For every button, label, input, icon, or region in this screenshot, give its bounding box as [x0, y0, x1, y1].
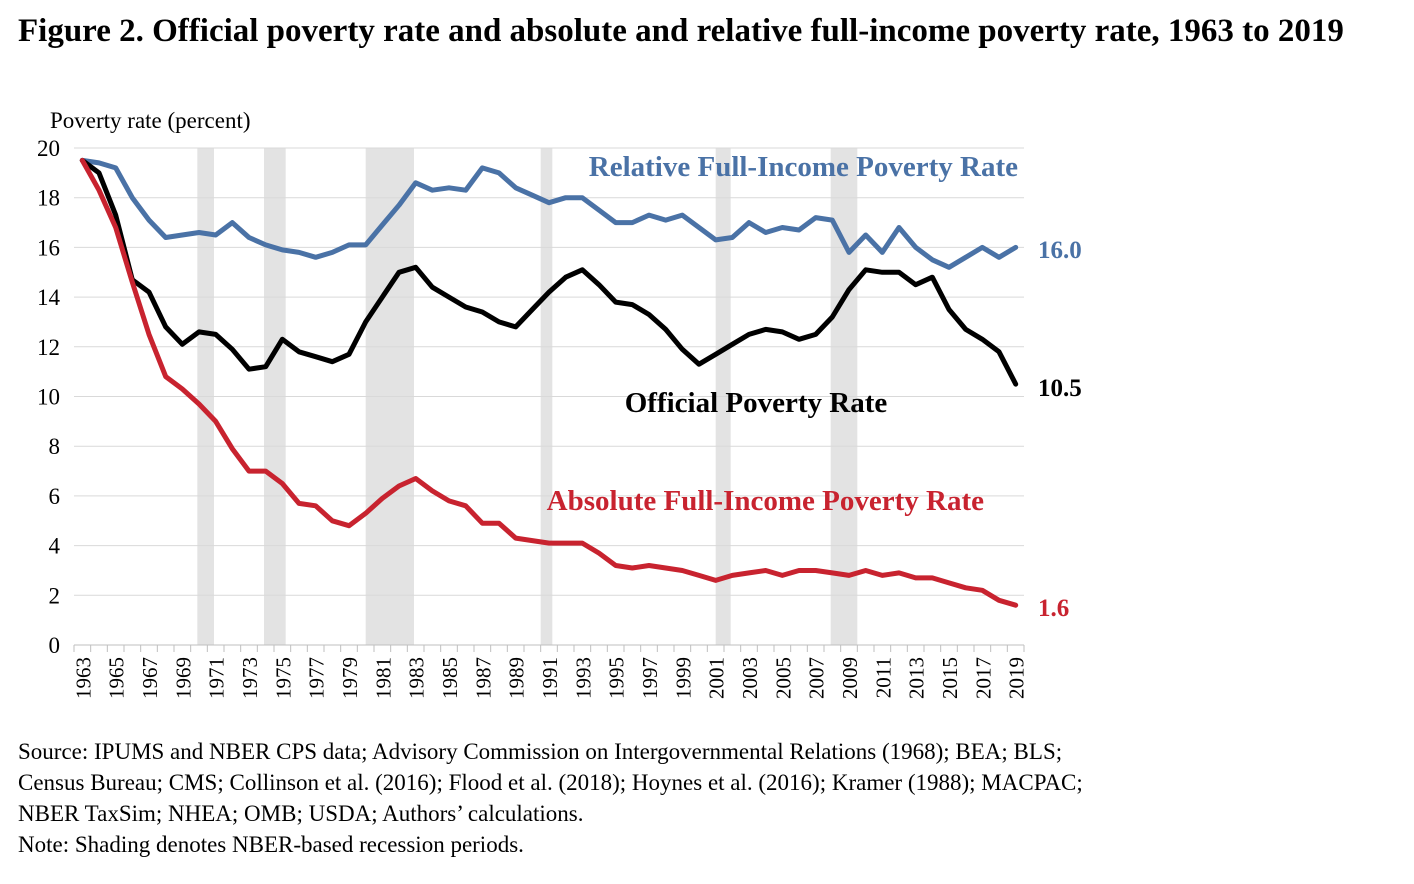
x-tick-label: 1987 — [471, 657, 495, 699]
x-tick-label: 2001 — [705, 657, 729, 699]
x-tick-label: 2019 — [1005, 657, 1029, 699]
series-name-label: Official Poverty Rate — [625, 387, 888, 419]
x-tick-label: 1971 — [205, 657, 229, 699]
x-tick-label: 2015 — [938, 657, 962, 699]
series-line — [79, 157, 1019, 608]
y-tick-label: 14 — [37, 285, 61, 310]
x-tick-label: 2005 — [771, 657, 795, 699]
y-axis-title: Poverty rate (percent) — [50, 108, 251, 133]
y-axis: 0 2 4 6 8 10 12 14 16 18 20 — [37, 136, 61, 658]
y-tick-label: 4 — [49, 534, 61, 559]
x-tick-label: 1997 — [638, 657, 662, 699]
y-tick-label: 16 — [37, 235, 60, 260]
gridlines — [74, 147, 1024, 646]
source-line-2: Census Bureau; CMS; Collinson et al. (20… — [18, 770, 1083, 795]
series-lines — [79, 157, 1019, 608]
x-tick-label: 1975 — [271, 657, 295, 699]
x-tick-label: 2009 — [838, 657, 862, 699]
series-end-value: 10.5 — [1038, 375, 1082, 402]
series-line — [79, 157, 1019, 387]
x-tick-label: 2003 — [738, 657, 762, 699]
source-notes: Source: IPUMS and NBER CPS data; Advisor… — [18, 736, 1408, 860]
series-end-value: 1.6 — [1038, 595, 1069, 622]
y-tick-label: 8 — [49, 434, 61, 459]
y-tick-label: 2 — [49, 583, 61, 608]
x-tick-label: 1967 — [138, 657, 162, 699]
x-tick-label: 1995 — [605, 657, 629, 699]
y-tick-label: 0 — [49, 633, 61, 658]
x-tick-label: 1963 — [71, 657, 95, 699]
y-tick-label: 12 — [37, 335, 60, 360]
series-line — [79, 157, 1019, 270]
x-tick-label: 2011 — [871, 657, 895, 698]
x-tick-label: 2013 — [905, 657, 929, 699]
series-labels: Relative Full-Income Poverty Rate 16.0 Off… — [547, 151, 1082, 622]
x-tick-label: 1989 — [505, 657, 529, 699]
shading-note: Note: Shading denotes NBER-based recessi… — [18, 832, 524, 857]
figure-title: Figure 2. Official poverty rate and abso… — [18, 13, 1344, 49]
y-tick-label: 18 — [37, 186, 60, 211]
x-tick-label: 1993 — [571, 657, 595, 699]
x-tick-label: 1977 — [305, 657, 329, 699]
x-tick-label: 1999 — [671, 657, 695, 699]
x-tick-label: 1969 — [171, 657, 195, 699]
x-tick-label: 1973 — [238, 657, 262, 699]
source-line-1: Source: IPUMS and NBER CPS data; Advisor… — [18, 739, 1063, 764]
series-name-label: Relative Full-Income Poverty Rate — [589, 151, 1018, 183]
x-tick-label: 1981 — [371, 657, 395, 699]
x-tick-label: 1965 — [105, 657, 129, 699]
x-tick-label: 2017 — [971, 657, 995, 699]
series-end-value: 16.0 — [1038, 237, 1082, 264]
x-tick-label: 2007 — [805, 657, 829, 699]
x-tick-label: 1983 — [405, 657, 429, 699]
x-tick-label: 1985 — [438, 657, 462, 699]
x-tick-label: 1991 — [538, 657, 562, 699]
y-tick-label: 20 — [37, 136, 60, 161]
x-axis: 1963 1965 1967 1969 1971 1973 1975 1977 1979 1981… — [71, 645, 1029, 699]
x-tick-label: 1979 — [338, 657, 362, 699]
y-tick-label: 10 — [37, 385, 60, 410]
series-name-label: Absolute Full-Income Poverty Rate — [547, 485, 984, 517]
y-tick-label: 6 — [49, 484, 61, 509]
source-line-3: NBER TaxSim; NHEA; OMB; USDA; Authors’ c… — [18, 801, 584, 826]
